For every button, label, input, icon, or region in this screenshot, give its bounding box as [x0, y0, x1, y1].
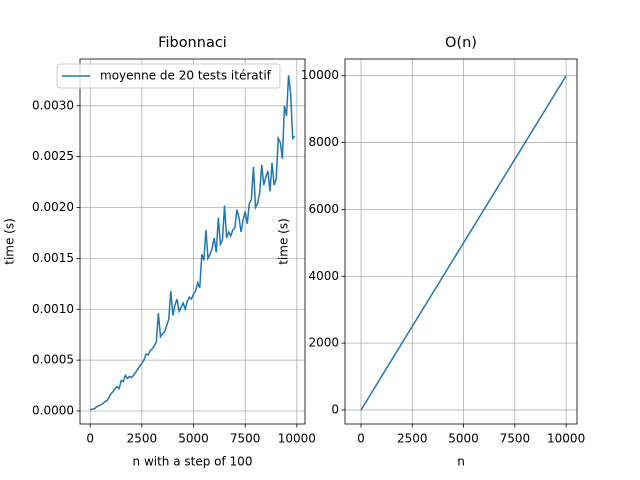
y-tick-label: 0.0005: [32, 353, 74, 367]
y-axis-label: time (s): [277, 218, 291, 265]
x-tick-label: 5000: [178, 432, 209, 446]
y-tick-label: 8000: [308, 135, 339, 149]
y-tick-label: 10000: [301, 68, 339, 82]
y-tick-label: 2000: [308, 336, 339, 350]
x-tick-label: 5000: [448, 432, 479, 446]
y-tick-label: 0.0030: [32, 98, 74, 112]
axes-frame: [344, 58, 578, 425]
y-axis-label: time (s): [3, 218, 17, 265]
x-axis-label: n with a step of 100: [133, 455, 253, 469]
y-tick-label: 6000: [308, 202, 339, 216]
y-tick-label: 0.0010: [32, 302, 74, 316]
y-tick-label: 0.0025: [32, 149, 74, 163]
axes-frame: [79, 58, 306, 425]
y-tick-label: 0.0000: [32, 403, 74, 417]
y-tick-label: 0.0015: [32, 251, 74, 265]
legend-label: moyenne de 20 tests itératif: [100, 69, 272, 83]
x-tick-label: 0: [86, 432, 94, 446]
y-tick-label: 4000: [308, 269, 339, 283]
x-tick-label: 7500: [500, 432, 531, 446]
legend: moyenne de 20 tests itératif: [56, 63, 281, 89]
x-tick-label: 10000: [278, 432, 316, 446]
x-axis-label: n: [457, 455, 465, 469]
legend-box: [56, 63, 281, 89]
y-tick-label: 0: [331, 402, 339, 416]
y-tick-label: 0.0020: [32, 200, 74, 214]
x-tick-label: 7500: [230, 432, 261, 446]
x-tick-label: 10000: [547, 432, 585, 446]
x-tick-label: 0: [357, 432, 365, 446]
x-tick-label: 2500: [127, 432, 158, 446]
line: [89, 75, 296, 411]
chart-title: O(n): [445, 35, 477, 51]
x-tick-label: 2500: [397, 432, 428, 446]
line: [360, 75, 567, 411]
chart-title: Fibonnaci: [158, 35, 227, 51]
